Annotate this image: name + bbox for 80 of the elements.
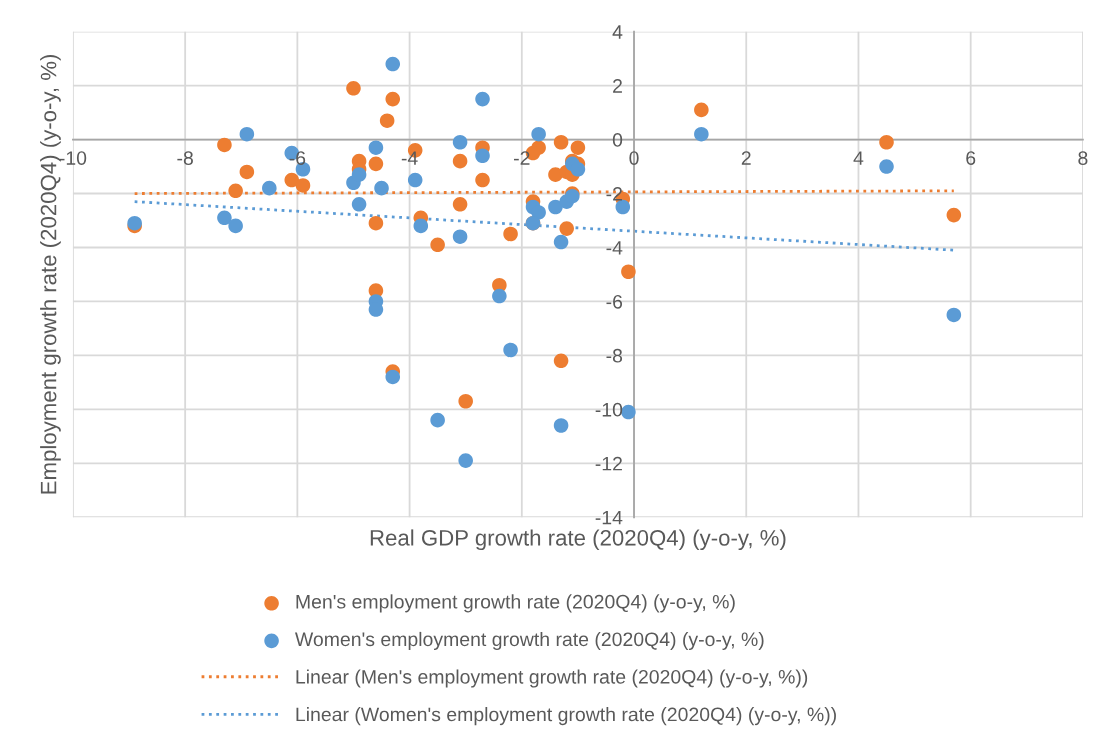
x-tick-label: 0 [629,151,639,165]
point [475,91,490,107]
point [559,221,574,236]
legend-label: Linear (Women's employment growth rate (2020Q4) (y-o-y, %)) [296,707,836,726]
point [385,369,401,385]
point [228,183,243,199]
point [553,353,569,369]
y-tick-label: 2 [613,79,622,93]
point [368,140,384,155]
legend-label: Men's employment growth rate (2020Q4) (y-o-y, %) [296,594,735,613]
point [346,81,361,96]
point [239,164,255,180]
point [531,205,546,220]
point [615,199,631,215]
y-tick-label: -6 [606,294,623,309]
x-axis-title: Real GDP growth rate (2020Q4) (y-o-y, %) [370,529,786,551]
point [503,342,518,358]
y-axis-title: Employment growth rate (2020Q4) (y-o-y, %) [40,54,61,494]
point [458,393,473,409]
x-tick-label: -4 [401,151,418,165]
y-tick-label: -12 [595,456,622,471]
point [458,453,473,468]
point [351,167,367,182]
x-tick-label: 4 [853,151,864,165]
x-tick-label: 8 [1078,151,1088,165]
point [262,180,277,196]
point [385,56,401,72]
y-tick-label: -4 [606,241,623,255]
y-tick-label: 0 [612,133,623,147]
point [452,197,468,212]
x-tick-label: -8 [177,151,193,165]
point [295,178,311,193]
x-tick-label: -6 [289,151,306,165]
point [452,134,468,150]
point [452,153,468,169]
point [475,172,490,188]
y-tick-label: -8 [606,348,623,363]
point [621,264,636,280]
point [694,126,709,142]
point [492,288,507,304]
point [553,234,569,250]
point [879,134,894,150]
point [694,102,709,118]
point [503,226,518,242]
point [452,229,468,244]
x-tick-label: 2 [741,151,751,165]
y-tick-label: -10 [595,402,623,417]
point [570,161,586,177]
point [879,159,894,174]
point [217,210,232,226]
point [621,404,636,420]
point [475,148,490,164]
point [385,91,401,107]
legend-label: Linear (Men's employment growth rate (2020Q4) (y-o-y, %)) [296,669,808,688]
x-tick-label: 6 [966,151,976,165]
legend-label: Women's employment growth rate (2020Q4) (y-o-y, %) [295,631,764,651]
point [553,418,569,433]
point [379,113,395,128]
y-tick-label: 4 [612,25,623,39]
point [430,412,445,428]
point [413,218,429,234]
point [217,137,232,153]
point [351,197,367,212]
point [553,134,569,150]
y-tick-label: -14 [595,510,623,525]
x-tick-label: -10 [59,151,87,165]
point [374,180,389,196]
point [946,207,962,223]
point [368,215,384,231]
point [430,237,445,253]
point [946,307,962,323]
x-tick-label: -2 [514,151,530,165]
point [228,218,243,234]
point [548,199,563,215]
point [368,156,384,172]
point [284,172,300,188]
point [570,140,586,155]
point [531,126,546,142]
point [239,126,255,142]
point [407,172,423,188]
